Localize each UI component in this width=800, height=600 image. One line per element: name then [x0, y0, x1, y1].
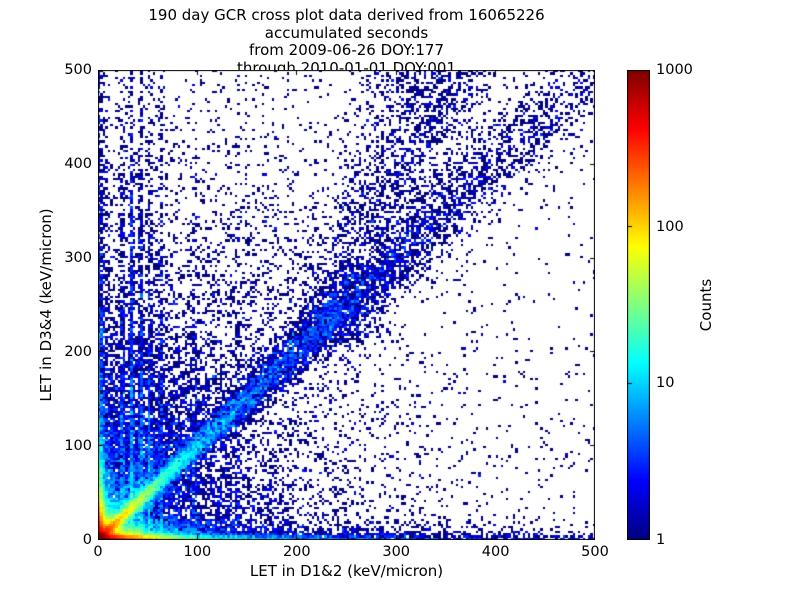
colorbar-label: Counts: [697, 278, 715, 332]
x-tick-label: 300: [382, 544, 411, 560]
y-tick-label: 100: [64, 438, 92, 454]
colorbar-tick-label: 1000: [656, 62, 693, 78]
y-tick-label: 500: [64, 62, 92, 78]
chart-title: 190 day GCR cross plot data derived from…: [98, 6, 595, 77]
y-axis-label: LET in D3&4 (keV/micron): [37, 208, 55, 402]
y-tick-label: 200: [64, 344, 92, 360]
colorbar: [627, 70, 650, 540]
colorbar-tick-label: 10: [656, 375, 675, 392]
chart-title-line-2: from 2009-06-26 DOY:177: [248, 41, 444, 59]
x-axis-label: LET in D1&2 (keV/micron): [249, 562, 444, 580]
x-tick-label: 200: [282, 544, 311, 560]
colorbar-tick-label: 100: [656, 218, 684, 235]
x-tick-label: 100: [183, 544, 212, 560]
x-tick-label: 500: [581, 544, 609, 560]
y-tick-label: 0: [82, 532, 92, 548]
colorbar-tick-label: 1: [656, 532, 666, 548]
y-tick-label: 400: [64, 156, 92, 172]
y-tick-label: 300: [64, 250, 92, 266]
x-tick-label: 400: [481, 544, 510, 560]
scatter-plot-canvas: [98, 70, 595, 540]
x-tick-label: 0: [93, 544, 103, 560]
chart-title-line-1: 190 day GCR cross plot data derived from…: [148, 6, 545, 42]
